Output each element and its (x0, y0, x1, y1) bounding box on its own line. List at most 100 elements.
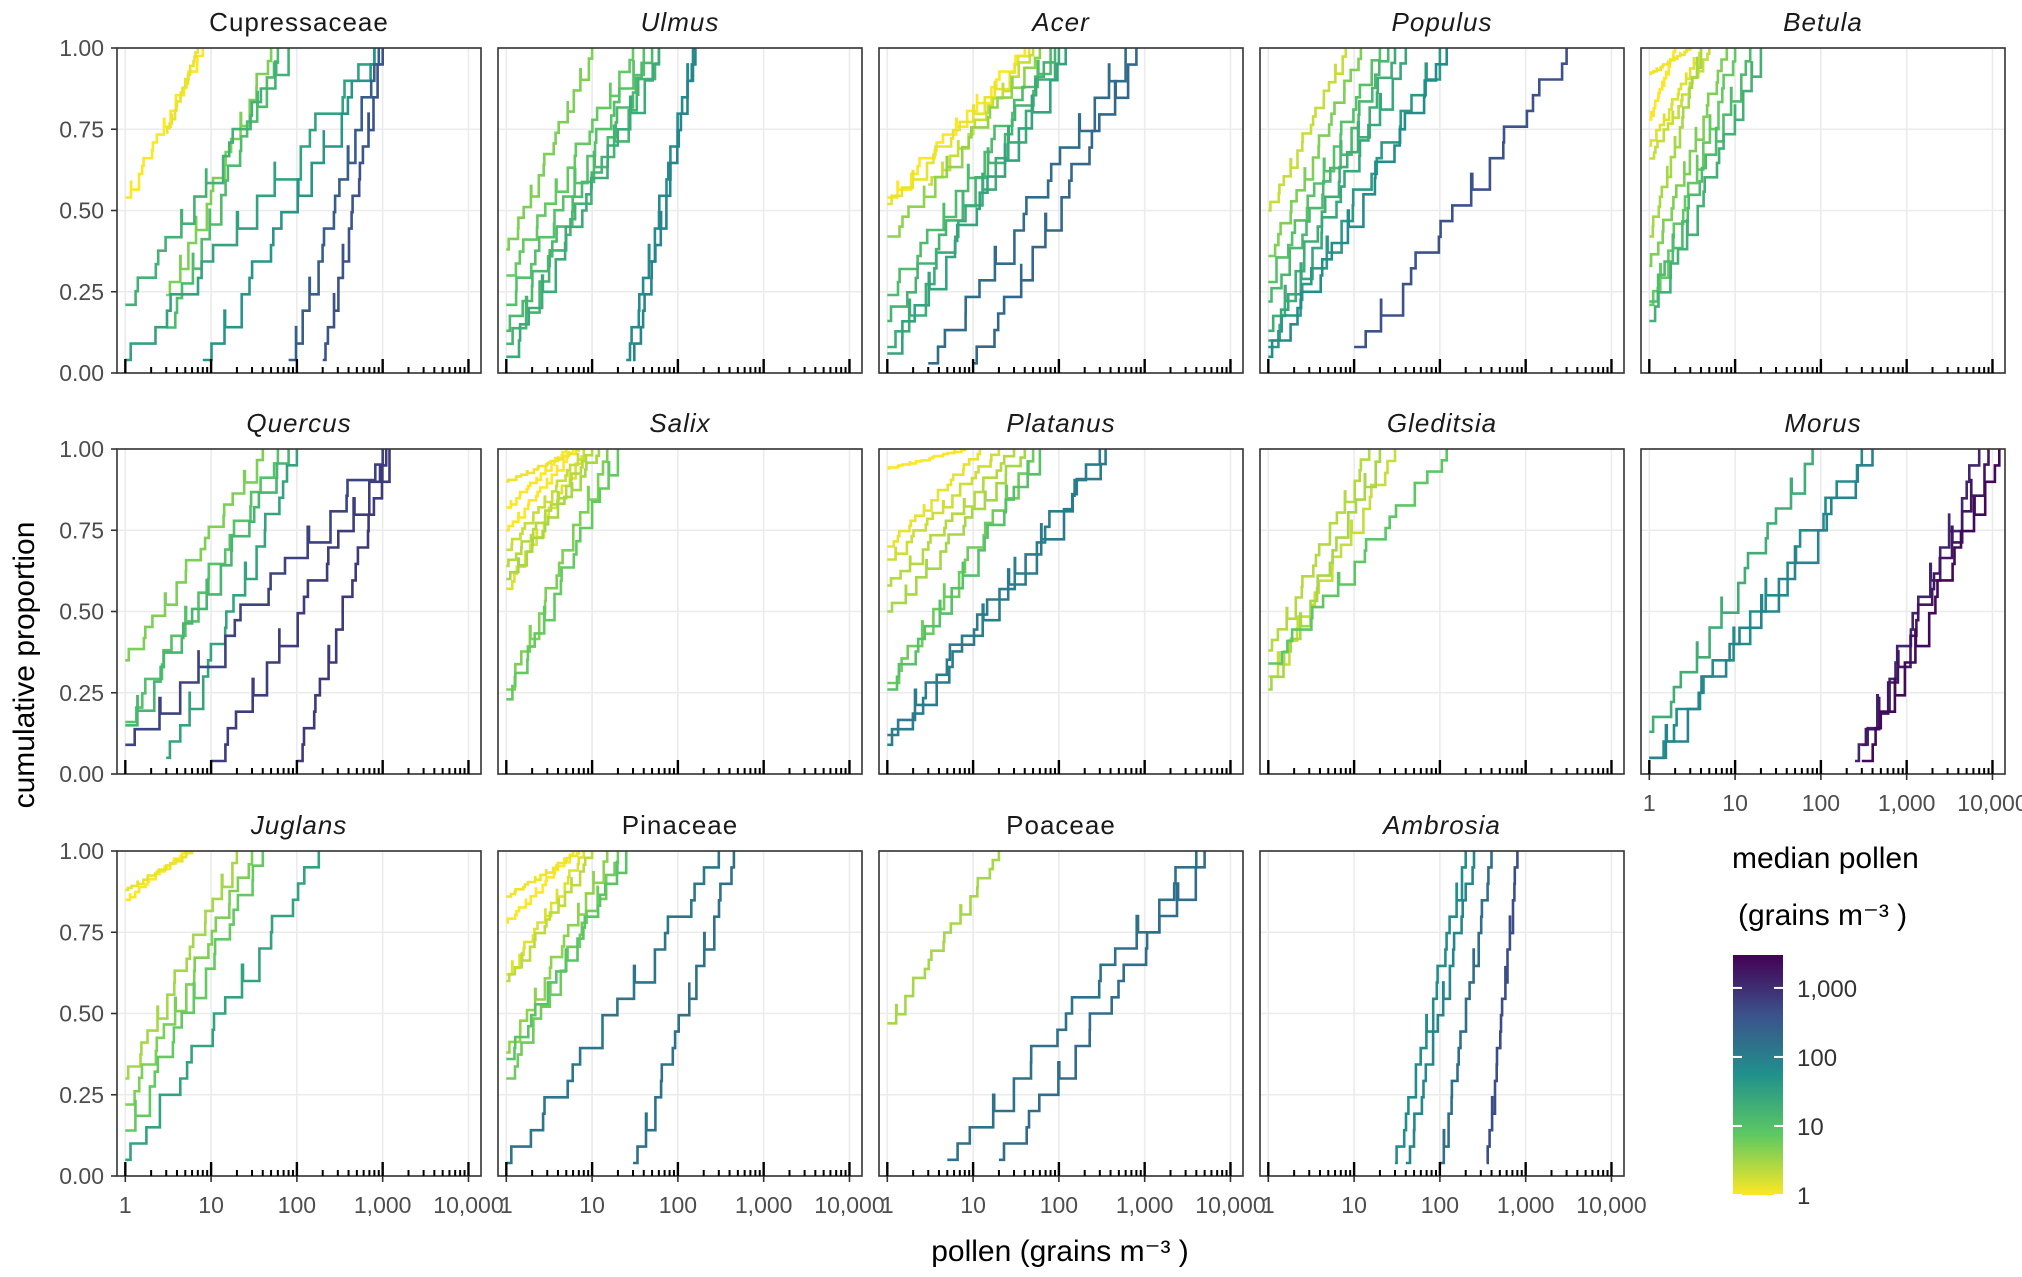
series-line-morus-0 (1649, 449, 1814, 734)
y-tick-label: 0.00 (59, 360, 104, 386)
series-line-quercus-3 (166, 449, 299, 760)
x-tick-label: 100 (1802, 790, 1840, 816)
x-tick-label: 1,000 (1116, 1192, 1174, 1218)
series-line-populus-0 (1268, 48, 1348, 212)
panel-border (497, 850, 863, 1177)
x-tick-label: 100 (659, 1192, 697, 1218)
legend-tick-label: 1,000 (1797, 976, 1857, 1003)
series-line-ambrosia-0 (1395, 851, 1467, 1165)
series-line-pinaceae-1 (506, 851, 581, 898)
x-tick-label: 1,000 (1497, 1192, 1555, 1218)
panel-morus: Morus (1640, 408, 2006, 775)
x-tick-label: 100 (1040, 1192, 1078, 1218)
series-line-cupressaceae-8 (322, 48, 384, 362)
series-line-cupressaceae-1 (165, 48, 200, 134)
x-tick-label: 1,000 (1878, 790, 1936, 816)
series-line-cupressaceae-7 (288, 48, 381, 362)
panel-title-pinaceae: Pinaceae (622, 810, 738, 840)
panel-title-poaceae: Poaceae (1006, 810, 1116, 840)
series-line-juglans-1 (125, 851, 194, 892)
series-line-populus-2 (1268, 48, 1382, 284)
series-line-salix-1 (506, 449, 575, 532)
series-line-quercus-4 (125, 449, 384, 747)
series-line-pinaceae-7 (506, 851, 721, 1165)
series-line-cupressaceae-6 (202, 48, 376, 362)
color-legend: median pollen (grains m⁻³ ) 1 10 100 1,000 (1732, 842, 1919, 1210)
series-line-populus-8 (1354, 48, 1568, 349)
axes-layer: 0.00 0.25 0.50 0.75 1.00 0.00 0.25 0.50 0.75 1.00… (59, 35, 2022, 1218)
panel-ambrosia: Ambrosia (1259, 810, 1625, 1177)
series-line-morus-4 (1861, 449, 1990, 747)
series-line-ulmus-7 (633, 48, 697, 362)
series-line-acer-8 (928, 48, 1127, 365)
series-line-ulmus-4 (506, 48, 661, 346)
legend-title-line1: median pollen (1732, 842, 1919, 875)
y-axis-label: cumulative proportion (8, 522, 41, 809)
series-line-ambrosia-3 (1486, 851, 1519, 1165)
legend-ticks: 1 10 100 1,000 (1733, 976, 1857, 1210)
panel-border (1259, 850, 1625, 1177)
x-tick-label: 1,000 (354, 1192, 412, 1218)
series-line-platanus-8 (887, 449, 1107, 737)
panel-title-betula: Betula (1783, 7, 1863, 37)
series-line-quercus-2 (125, 449, 290, 727)
panel-platanus: Platanus (878, 408, 1244, 775)
y-tick-label: 0.00 (59, 761, 104, 787)
series-line-platanus-1 (887, 449, 982, 548)
y-tick-label: 0.50 (59, 599, 104, 625)
series-line-acer-4 (887, 48, 1052, 297)
panel-juglans: Juglans (116, 810, 482, 1177)
panel-border (497, 448, 863, 775)
series-line-betula-6 (1649, 48, 1737, 307)
series-line-acer-7 (887, 48, 1067, 355)
panel-title-quercus: Quercus (246, 408, 351, 438)
series-line-pinaceae-6 (506, 851, 628, 1061)
legend-colorbar (1733, 955, 1783, 1195)
series-line-platanus-0 (887, 448, 967, 470)
series-line-ambrosia-1 (1405, 851, 1476, 1165)
legend-tick-label: 100 (1797, 1045, 1837, 1072)
panel-border (1640, 47, 2006, 374)
panel-title-ulmus: Ulmus (641, 7, 720, 37)
panel-salix: Salix (497, 408, 863, 775)
series-line-quercus-0 (125, 449, 265, 662)
series-line-salix-2 (506, 449, 581, 483)
panel-cupressaceae: Cupressaceae (116, 7, 482, 374)
series-line-populus-3 (1268, 48, 1390, 303)
panel-betula: Betula (1640, 7, 2006, 374)
x-tick-label: 10,000 (1576, 1192, 1646, 1218)
series-line-morus-2 (1649, 449, 1874, 760)
series-line-platanus-6 (887, 449, 1042, 691)
x-tick-label: 1 (1643, 790, 1656, 816)
panel-border (878, 850, 1244, 1177)
panel-poaceae: Poaceae (878, 810, 1244, 1177)
series-line-cupressaceae-4 (125, 48, 290, 307)
panel-title-salix: Salix (649, 408, 710, 438)
series-line-betula-5 (1649, 48, 1729, 268)
x-tick-label: 10,000 (814, 1192, 884, 1218)
series-line-populus-5 (1268, 48, 1408, 342)
y-tick-label: 1.00 (59, 35, 104, 61)
y-tick-label: 1.00 (59, 436, 104, 462)
y-tick-label: 1.00 (59, 838, 104, 864)
series-line-pinaceae-8 (633, 851, 736, 1165)
panel-border (878, 448, 1244, 775)
panel-title-acer: Acer (1030, 7, 1090, 37)
legend-tick-label: 1 (1797, 1183, 1810, 1210)
series-line-populus-1 (1268, 48, 1363, 258)
series-line-pinaceae-3 (506, 851, 594, 983)
x-axis-label: pollen (grains m⁻³ ) (931, 1235, 1189, 1268)
series-line-cupressaceae-5 (125, 48, 376, 362)
series-line-ulmus-2 (506, 48, 646, 307)
panels-layer: Cupressaceae Ulmus Acer Populus Betula Quercu… (116, 7, 2006, 1177)
x-tick-label: 10 (960, 1192, 986, 1218)
series-line-poaceae-2 (998, 851, 1206, 1162)
series-line-ulmus-1 (506, 48, 635, 277)
series-line-salix-0 (506, 449, 568, 509)
x-tick-label: 10,000 (433, 1192, 503, 1218)
panel-border (1259, 448, 1625, 775)
x-tick-label: 10 (1341, 1192, 1367, 1218)
x-tick-label: 100 (1421, 1192, 1459, 1218)
panel-title-populus: Populus (1392, 7, 1493, 37)
